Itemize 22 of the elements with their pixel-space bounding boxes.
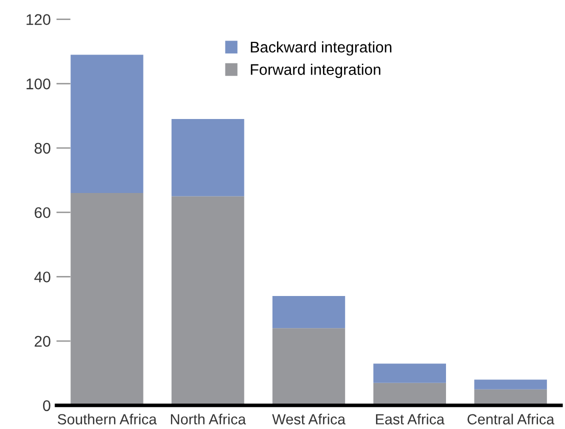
legend-label: Backward integration bbox=[250, 41, 392, 56]
y-tick-label: 20 bbox=[34, 336, 50, 347]
bar bbox=[70, 54, 144, 194]
bar bbox=[172, 196, 244, 406]
x-tick-label: West Africa bbox=[272, 414, 346, 424]
y-tick-label: 40 bbox=[34, 272, 50, 282]
bar bbox=[373, 382, 446, 406]
bar bbox=[474, 380, 547, 390]
y-tick-label: 100 bbox=[26, 78, 50, 90]
bar bbox=[272, 328, 346, 406]
x-tick-label: Southern Africa bbox=[58, 414, 157, 424]
y-tick-label: 80 bbox=[34, 142, 50, 154]
bar bbox=[272, 296, 346, 328]
bar bbox=[373, 364, 446, 383]
x-tick-label: North Africa bbox=[170, 414, 246, 424]
legend-label: Forward integration bbox=[250, 64, 380, 78]
y-tick-label: 60 bbox=[34, 207, 50, 218]
bar bbox=[172, 119, 244, 196]
x-tick-label: Central Africa bbox=[468, 414, 554, 424]
y-tick-label: 0 bbox=[43, 400, 50, 412]
y-tick-label: 120 bbox=[26, 14, 50, 25]
x-tick-label: East Africa bbox=[376, 414, 445, 424]
